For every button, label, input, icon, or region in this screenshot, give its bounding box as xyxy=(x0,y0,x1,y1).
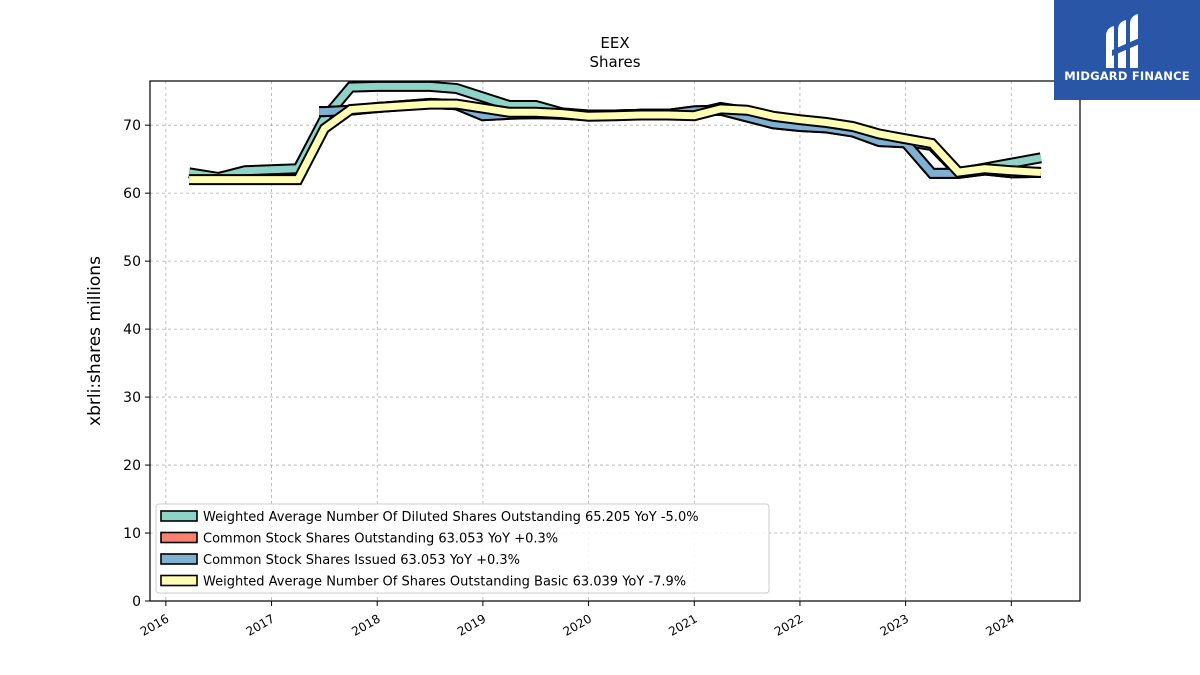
legend-swatch xyxy=(160,531,198,544)
chart-subtitle: Shares xyxy=(589,53,640,71)
y-tick-label: 40 xyxy=(123,322,141,338)
y-tick-label: 20 xyxy=(123,458,141,474)
x-tick-label: 2020 xyxy=(561,611,594,638)
y-tick-label: 10 xyxy=(123,526,141,542)
legend-swatch xyxy=(160,574,198,587)
series-lines xyxy=(188,80,1042,186)
x-tick-label: 2019 xyxy=(455,611,488,638)
x-tick-label: 2017 xyxy=(244,611,277,638)
x-tick-label: 2018 xyxy=(349,611,382,638)
legend-entry: Weighted Average Number Of Shares Outsta… xyxy=(203,575,686,590)
legend-swatch xyxy=(160,510,198,522)
y-tick-label: 60 xyxy=(123,186,141,202)
y-tick-label: 70 xyxy=(123,118,141,134)
x-tick-label: 2023 xyxy=(878,611,911,638)
x-tick-label: 2016 xyxy=(138,611,171,638)
y-tick-label: 30 xyxy=(123,390,141,406)
y-tick-label: 0 xyxy=(132,594,141,610)
x-tick-label: 2021 xyxy=(666,611,699,638)
y-tick-label: 50 xyxy=(123,254,141,270)
logo-mark-icon xyxy=(1106,14,1144,68)
legend-box xyxy=(155,503,770,594)
legend-swatch xyxy=(160,553,198,565)
midgard-finance-logo: MIDGARD FINANCE xyxy=(1054,0,1200,100)
legend: Weighted Average Number Of Diluted Share… xyxy=(155,503,770,594)
y-axis-label: xbrli:shares millions xyxy=(85,256,105,426)
series-line xyxy=(189,100,1042,184)
x-tick-label: 2022 xyxy=(772,611,805,638)
plot-frame xyxy=(149,80,1081,602)
legend-entry: Common Stock Shares Issued 63.053 YoY +0… xyxy=(203,553,520,568)
x-tick-label: 2024 xyxy=(983,611,1016,638)
chart-title: EEX xyxy=(600,34,629,52)
legend-entry: Common Stock Shares Outstanding 63.053 Y… xyxy=(203,532,558,547)
logo-text: MIDGARD FINANCE xyxy=(1064,69,1190,83)
legend-entry: Weighted Average Number Of Diluted Share… xyxy=(203,510,699,525)
